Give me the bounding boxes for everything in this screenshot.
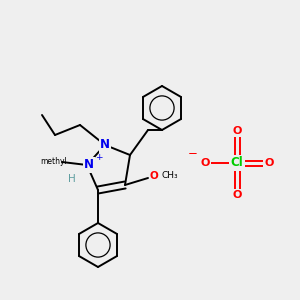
- Text: CH₃: CH₃: [162, 172, 178, 181]
- Text: N: N: [84, 158, 94, 172]
- Text: +: +: [95, 154, 103, 163]
- Text: O: O: [232, 126, 242, 136]
- Text: O: O: [264, 158, 274, 168]
- Text: H: H: [68, 174, 76, 184]
- Text: O: O: [150, 171, 158, 181]
- Text: −: −: [188, 146, 198, 160]
- Text: N: N: [100, 139, 110, 152]
- Text: O: O: [232, 190, 242, 200]
- Text: O: O: [200, 158, 210, 168]
- Text: methyl: methyl: [40, 158, 68, 166]
- Text: Cl: Cl: [231, 157, 243, 169]
